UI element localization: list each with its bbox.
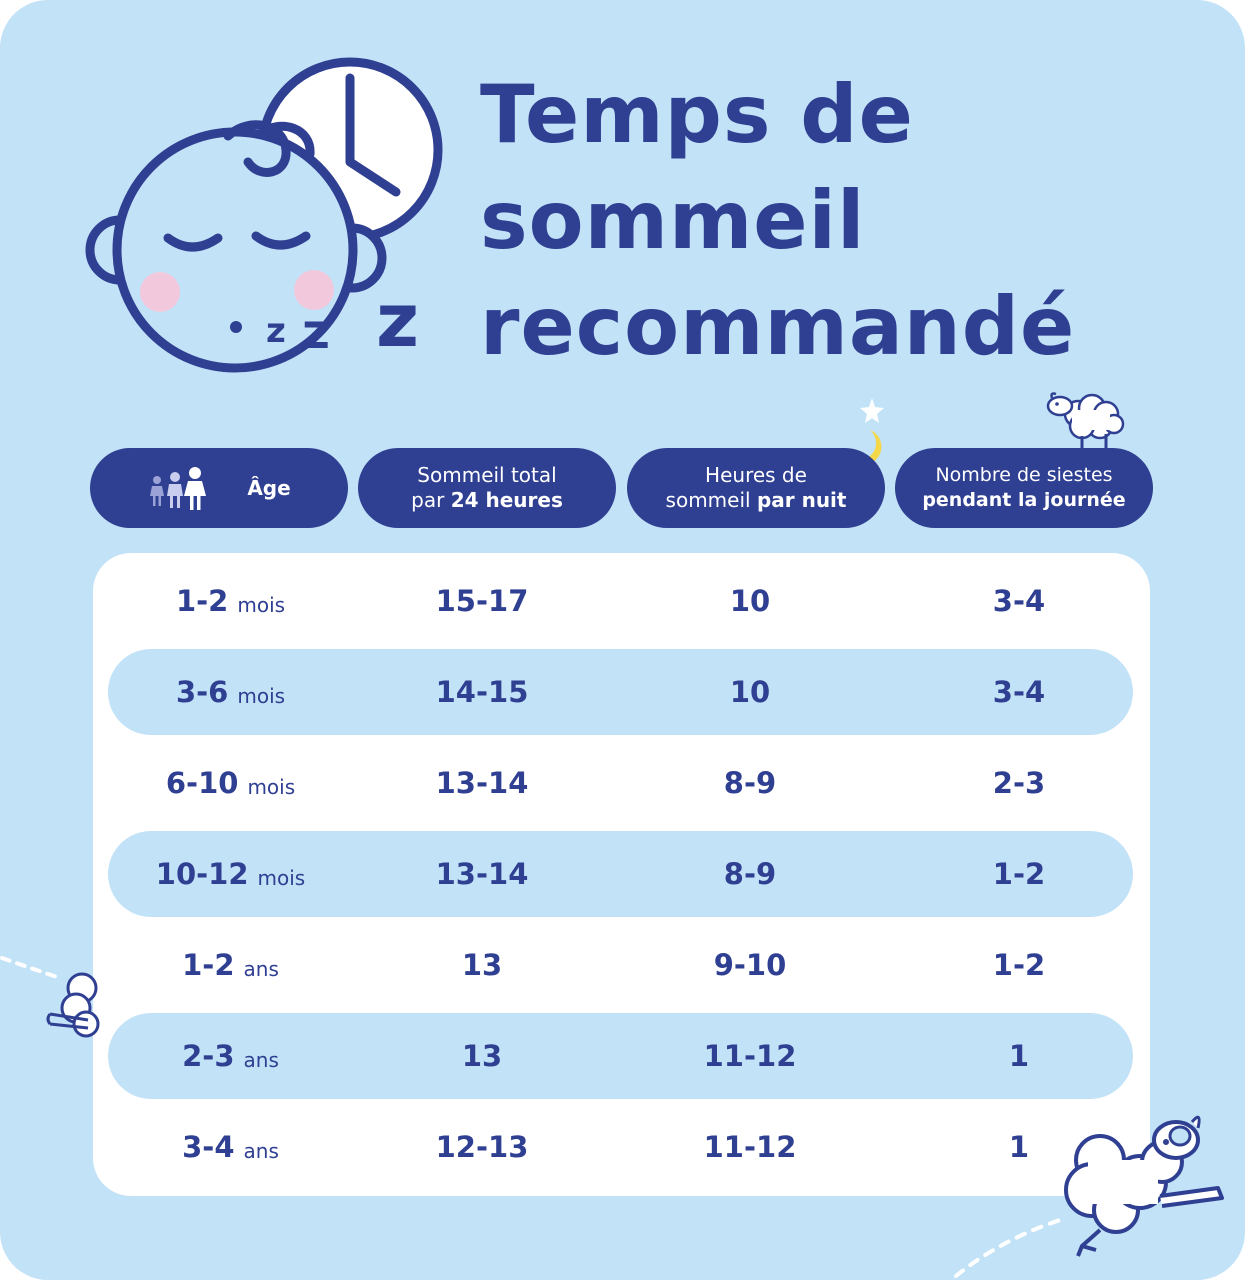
age-cell: 2-3 ans bbox=[182, 1039, 279, 1073]
header-age-label: Âge bbox=[247, 475, 291, 500]
total-sleep-cell: 12-13 bbox=[435, 1130, 529, 1164]
table-row: 3-4 ans 12-13 11-12 1 bbox=[108, 1104, 1133, 1190]
family-icon bbox=[150, 467, 207, 510]
naps-cell: 1 bbox=[1008, 1039, 1030, 1073]
night-sleep-cell: 8-9 bbox=[723, 766, 777, 800]
svg-text:z: z bbox=[302, 304, 330, 360]
age-cell: 1-2 ans bbox=[182, 948, 279, 982]
total-sleep-cell: 13 bbox=[461, 1039, 503, 1073]
sleeping-baby-icon: z z z bbox=[85, 57, 443, 373]
table-row: 2-3 ans 13 11-12 1 bbox=[108, 1013, 1133, 1099]
naps-cell: 3-4 bbox=[992, 675, 1046, 709]
age-cell: 3-6 mois bbox=[175, 675, 286, 709]
sheep-icon bbox=[1046, 392, 1125, 448]
title-line-3: recommandé bbox=[480, 280, 1076, 373]
header-age: Âge bbox=[90, 448, 348, 528]
night-sleep-cell: 10 bbox=[729, 584, 771, 618]
header-night-sleep: Heures de sommeil par nuit bbox=[627, 448, 885, 528]
title-line-1: Temps de bbox=[480, 68, 914, 161]
total-sleep-cell: 13 bbox=[461, 948, 503, 982]
total-sleep-cell: 13-14 bbox=[435, 857, 529, 891]
title-line-2: sommeil bbox=[480, 174, 866, 267]
naps-cell: 2-3 bbox=[992, 766, 1046, 800]
sheep-icon bbox=[0, 956, 100, 1038]
age-cell: 3-4 ans bbox=[182, 1130, 279, 1164]
header-night-line-2: sommeil par nuit bbox=[665, 488, 847, 512]
header-total-line-2: par 24 heures bbox=[411, 488, 563, 512]
svg-text:z: z bbox=[376, 278, 419, 364]
night-sleep-cell: 9-10 bbox=[713, 948, 787, 982]
table-row: 3-6 mois 14-15 10 3-4 bbox=[108, 649, 1133, 735]
total-sleep-cell: 14-15 bbox=[435, 675, 529, 709]
night-sleep-cell: 8-9 bbox=[723, 857, 777, 891]
age-cell: 10-12 mois bbox=[155, 857, 306, 891]
naps-cell: 1 bbox=[1008, 1130, 1030, 1164]
table-row: 10-12 mois 13-14 8-9 1-2 bbox=[108, 831, 1133, 917]
table-row: 1-2 mois 15-17 10 3-4 bbox=[108, 558, 1133, 644]
header-naps-line-1: Nombre de siestes bbox=[935, 464, 1113, 486]
naps-cell: 3-4 bbox=[992, 584, 1046, 618]
total-sleep-cell: 13-14 bbox=[435, 766, 529, 800]
naps-cell: 1-2 bbox=[992, 857, 1046, 891]
age-cell: 1-2 mois bbox=[175, 584, 286, 618]
header-total-line-1: Sommeil total bbox=[417, 463, 557, 487]
page-title: Temps de sommeil recommandé bbox=[480, 62, 1075, 380]
header-total-sleep: Sommeil total par 24 heures bbox=[358, 448, 616, 528]
sheep-icon bbox=[954, 1115, 1224, 1278]
svg-text:z: z bbox=[266, 311, 286, 351]
total-sleep-cell: 15-17 bbox=[435, 584, 529, 618]
night-sleep-cell: 10 bbox=[729, 675, 771, 709]
age-cell: 6-10 mois bbox=[165, 766, 296, 800]
header-naps: Nombre de siestes pendant la journée bbox=[895, 448, 1153, 528]
header-night-line-1: Heures de bbox=[705, 463, 807, 487]
header-naps-line-2: pendant la journée bbox=[922, 489, 1126, 511]
table-row: 6-10 mois 13-14 8-9 2-3 bbox=[108, 740, 1133, 826]
night-sleep-cell: 11-12 bbox=[703, 1039, 797, 1073]
naps-cell: 1-2 bbox=[992, 948, 1046, 982]
table-row: 1-2 ans 13 9-10 1-2 bbox=[108, 922, 1133, 1008]
night-sleep-cell: 11-12 bbox=[703, 1130, 797, 1164]
